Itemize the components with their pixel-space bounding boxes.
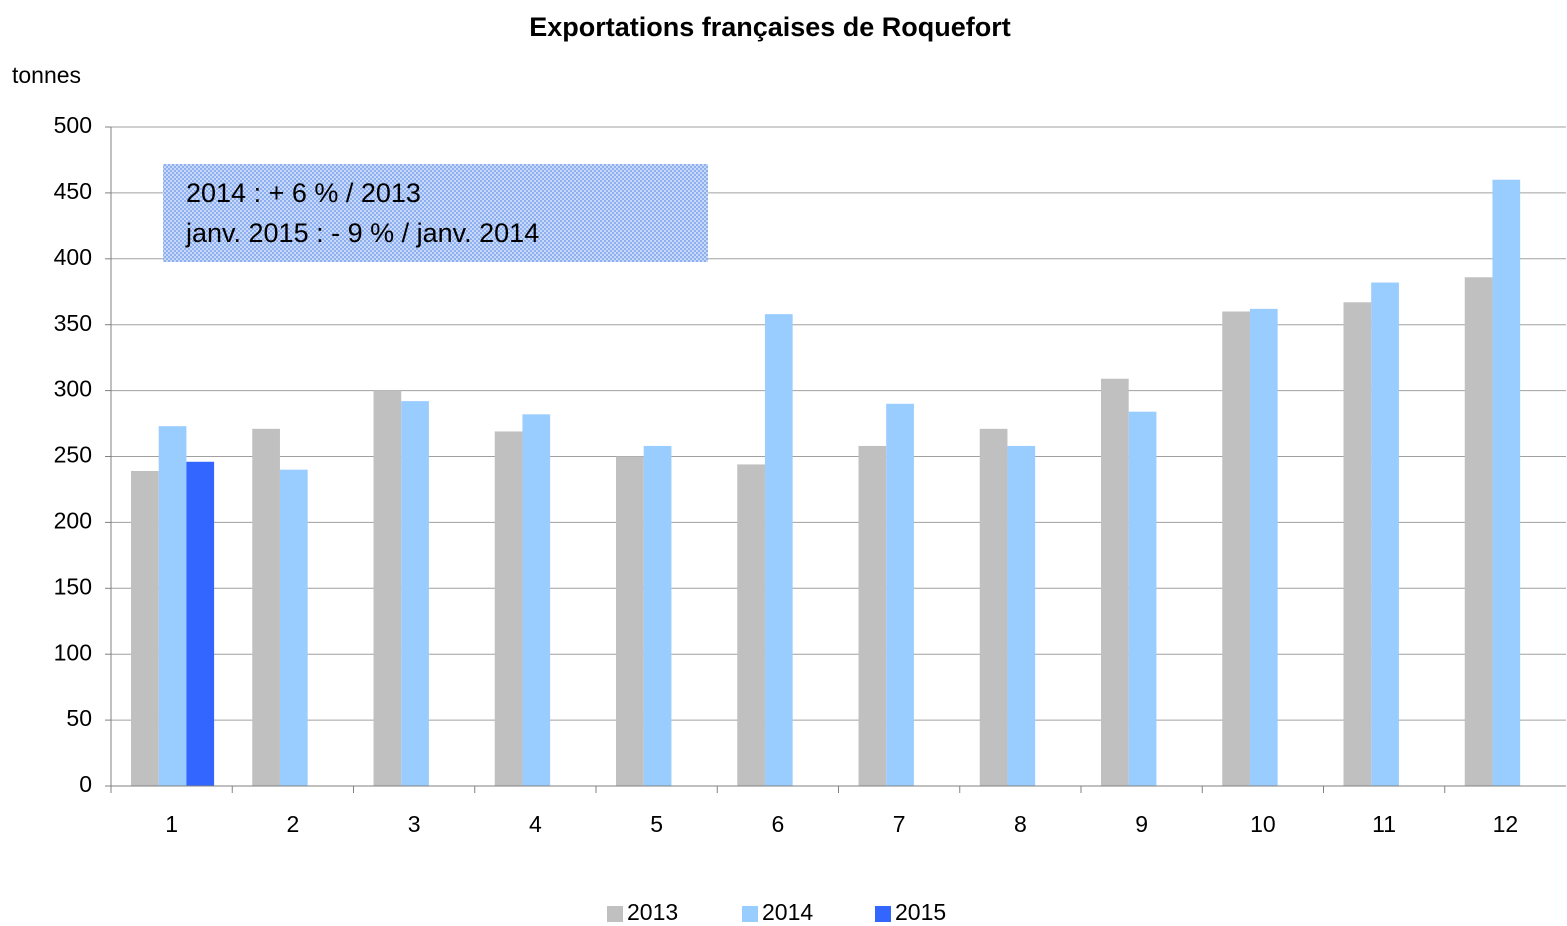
annotation: janv. 2015 : - 9 % / janv. 2014 [185,218,539,248]
x-tick-label: 1 [165,811,178,837]
bar [764,314,793,786]
bar [401,401,429,786]
y-tick-label: 500 [54,112,92,138]
x-tick-label: 3 [408,811,421,837]
x-tick-label: 4 [529,811,542,837]
bar [1128,411,1157,786]
bar [279,469,308,786]
bar [522,414,551,786]
y-tick-label: 0 [79,771,92,797]
x-tick-label: 11 [1372,811,1396,837]
bar [131,470,159,786]
bar [186,461,215,786]
x-tick-label: 5 [650,811,663,837]
y-tick-label: 50 [66,705,92,731]
y-tick-label: 150 [54,573,92,599]
y-tick-label: 250 [54,442,92,468]
x-tick-label: 7 [893,811,906,837]
x-tick-label: 9 [1135,811,1148,837]
y-axis-label: tonnes [12,62,81,88]
bar [158,426,187,786]
y-tick-label: 400 [54,244,92,270]
x-tick-label: 2 [286,811,299,837]
x-tick-label: 10 [1250,811,1276,837]
bar [494,431,523,786]
legend-label: 2014 [762,899,813,925]
bar [1343,302,1372,786]
bar [1371,282,1399,786]
legend-swatch [742,906,758,922]
x-tick-label: 6 [771,811,784,837]
legend-label: 2015 [895,899,946,925]
bar [1007,445,1036,786]
y-tick-label: 200 [54,507,92,533]
bar [252,428,280,786]
bar [737,464,765,786]
bar [643,445,672,786]
bar [1249,308,1278,786]
bar [1464,277,1493,786]
x-tick-label: 8 [1014,811,1027,837]
y-tick-label: 450 [54,178,92,204]
y-tick-label: 300 [54,376,92,402]
bar [616,456,644,786]
legend-label: 2013 [627,899,678,925]
bar [373,390,402,786]
y-tick-label: 350 [54,310,92,336]
bar [1101,378,1129,786]
legend-swatch [875,906,891,922]
y-tick-label: 100 [54,639,92,665]
legend-swatch [607,906,623,922]
chart-title: Exportations françaises de Roquefort [529,12,1011,42]
bar [858,445,887,786]
annotation-box [163,164,708,262]
bar [1492,179,1521,787]
bar [979,428,1008,786]
x-tick-label: 12 [1493,811,1519,837]
bar [886,403,914,786]
bar [1222,311,1250,786]
annotation: 2014 : + 6 % / 2013 [186,178,421,208]
